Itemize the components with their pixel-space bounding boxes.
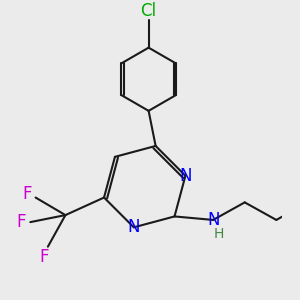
Text: Cl: Cl	[141, 2, 157, 20]
Text: N: N	[179, 167, 192, 185]
Text: F: F	[17, 213, 26, 231]
Text: F: F	[22, 185, 32, 203]
Text: F: F	[40, 248, 49, 266]
Text: N: N	[128, 218, 140, 236]
Text: N: N	[207, 211, 219, 229]
Text: H: H	[213, 227, 224, 241]
